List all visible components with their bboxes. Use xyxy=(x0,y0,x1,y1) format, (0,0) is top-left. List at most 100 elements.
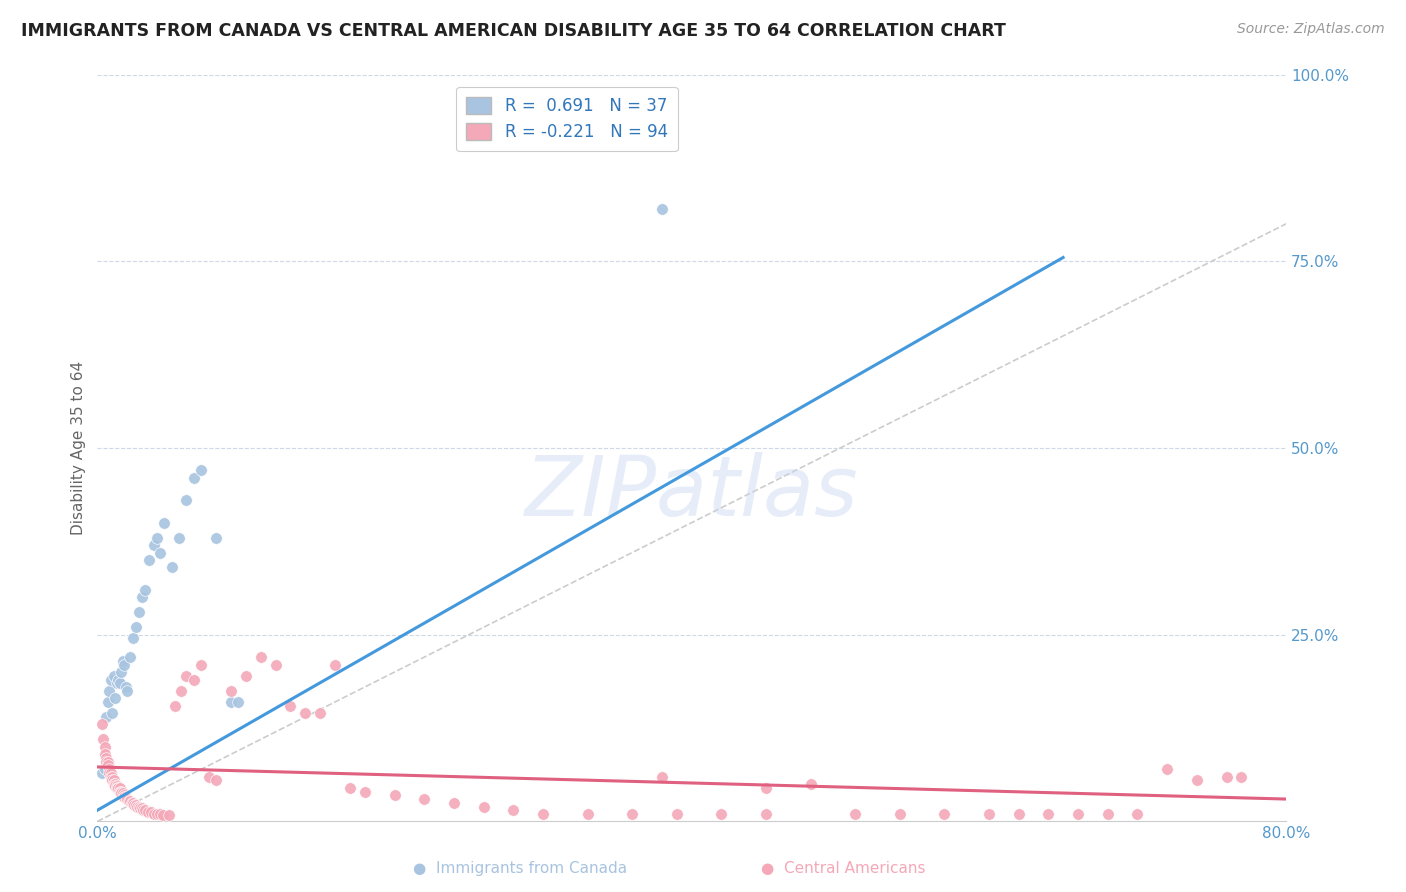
Text: Source: ZipAtlas.com: Source: ZipAtlas.com xyxy=(1237,22,1385,37)
Point xyxy=(97,755,120,769)
Point xyxy=(176,493,198,508)
Point xyxy=(755,807,778,822)
Point xyxy=(132,803,155,817)
Point xyxy=(110,786,132,800)
Point xyxy=(124,797,146,812)
Point xyxy=(1230,770,1253,784)
Point xyxy=(98,762,121,776)
Point xyxy=(294,706,316,720)
Point xyxy=(152,808,174,822)
Point xyxy=(108,780,131,795)
Point xyxy=(799,777,821,791)
Point xyxy=(1007,807,1029,822)
Point xyxy=(103,777,125,791)
Point xyxy=(138,553,160,567)
Point xyxy=(183,673,205,687)
Point xyxy=(118,793,141,807)
Point xyxy=(146,807,169,822)
Point xyxy=(651,770,673,784)
Point xyxy=(98,683,121,698)
Point xyxy=(114,680,136,694)
Point xyxy=(190,657,212,672)
Point xyxy=(1097,807,1119,822)
Point xyxy=(183,471,205,485)
Point xyxy=(160,560,183,574)
Point xyxy=(249,650,271,665)
Point xyxy=(108,784,131,798)
Point xyxy=(1126,807,1149,822)
Point xyxy=(129,801,152,815)
Point xyxy=(384,789,406,803)
Point xyxy=(280,698,302,713)
Point xyxy=(235,669,257,683)
Point xyxy=(105,676,128,690)
Point xyxy=(125,797,148,812)
Point xyxy=(94,739,117,754)
Point xyxy=(108,676,131,690)
Point xyxy=(1038,807,1060,822)
Point xyxy=(136,805,159,819)
Point xyxy=(128,799,150,814)
Point xyxy=(665,807,688,822)
Point xyxy=(146,531,169,545)
Point xyxy=(889,807,911,822)
Point xyxy=(190,463,212,477)
Point xyxy=(94,747,117,762)
Point xyxy=(167,531,190,545)
Point xyxy=(104,777,127,791)
Point xyxy=(163,698,186,713)
Point xyxy=(101,773,124,788)
Point xyxy=(1067,807,1090,822)
Point xyxy=(169,683,191,698)
Point xyxy=(755,780,778,795)
Point xyxy=(228,695,250,709)
Point xyxy=(934,807,956,822)
Point xyxy=(110,665,132,679)
Point xyxy=(100,765,122,780)
Point xyxy=(1156,762,1178,776)
Point xyxy=(153,516,176,530)
Point xyxy=(176,669,198,683)
Point xyxy=(100,770,122,784)
Point xyxy=(114,789,136,804)
Point xyxy=(197,770,219,784)
Point xyxy=(103,773,125,788)
Point xyxy=(115,792,138,806)
Text: ●  Immigrants from Canada: ● Immigrants from Canada xyxy=(413,861,627,876)
Point xyxy=(125,620,148,634)
Point xyxy=(127,799,149,814)
Point xyxy=(413,792,436,806)
Point xyxy=(121,796,143,810)
Point xyxy=(117,793,139,807)
Point xyxy=(94,762,117,776)
Point xyxy=(339,780,361,795)
Point xyxy=(531,807,554,822)
Point xyxy=(97,695,120,709)
Point xyxy=(105,780,128,795)
Point xyxy=(219,683,242,698)
Point xyxy=(112,657,135,672)
Point xyxy=(443,796,465,810)
Point xyxy=(621,807,644,822)
Point xyxy=(157,808,180,822)
Point xyxy=(128,605,150,619)
Point xyxy=(104,779,127,793)
Text: IMMIGRANTS FROM CANADA VS CENTRAL AMERICAN DISABILITY AGE 35 TO 64 CORRELATION C: IMMIGRANTS FROM CANADA VS CENTRAL AMERIC… xyxy=(21,22,1005,40)
Point xyxy=(110,784,132,798)
Point xyxy=(844,807,866,822)
Point xyxy=(576,807,599,822)
Point xyxy=(131,801,153,815)
Point xyxy=(103,669,125,683)
Point xyxy=(115,792,138,806)
Point xyxy=(111,654,134,668)
Point xyxy=(205,531,228,545)
Point xyxy=(91,732,114,747)
Point xyxy=(131,591,153,605)
Point xyxy=(98,765,121,780)
Point xyxy=(149,545,172,559)
Point xyxy=(111,786,134,800)
Point xyxy=(710,807,733,822)
Point xyxy=(323,657,346,672)
Point xyxy=(142,807,165,822)
Point xyxy=(122,796,145,810)
